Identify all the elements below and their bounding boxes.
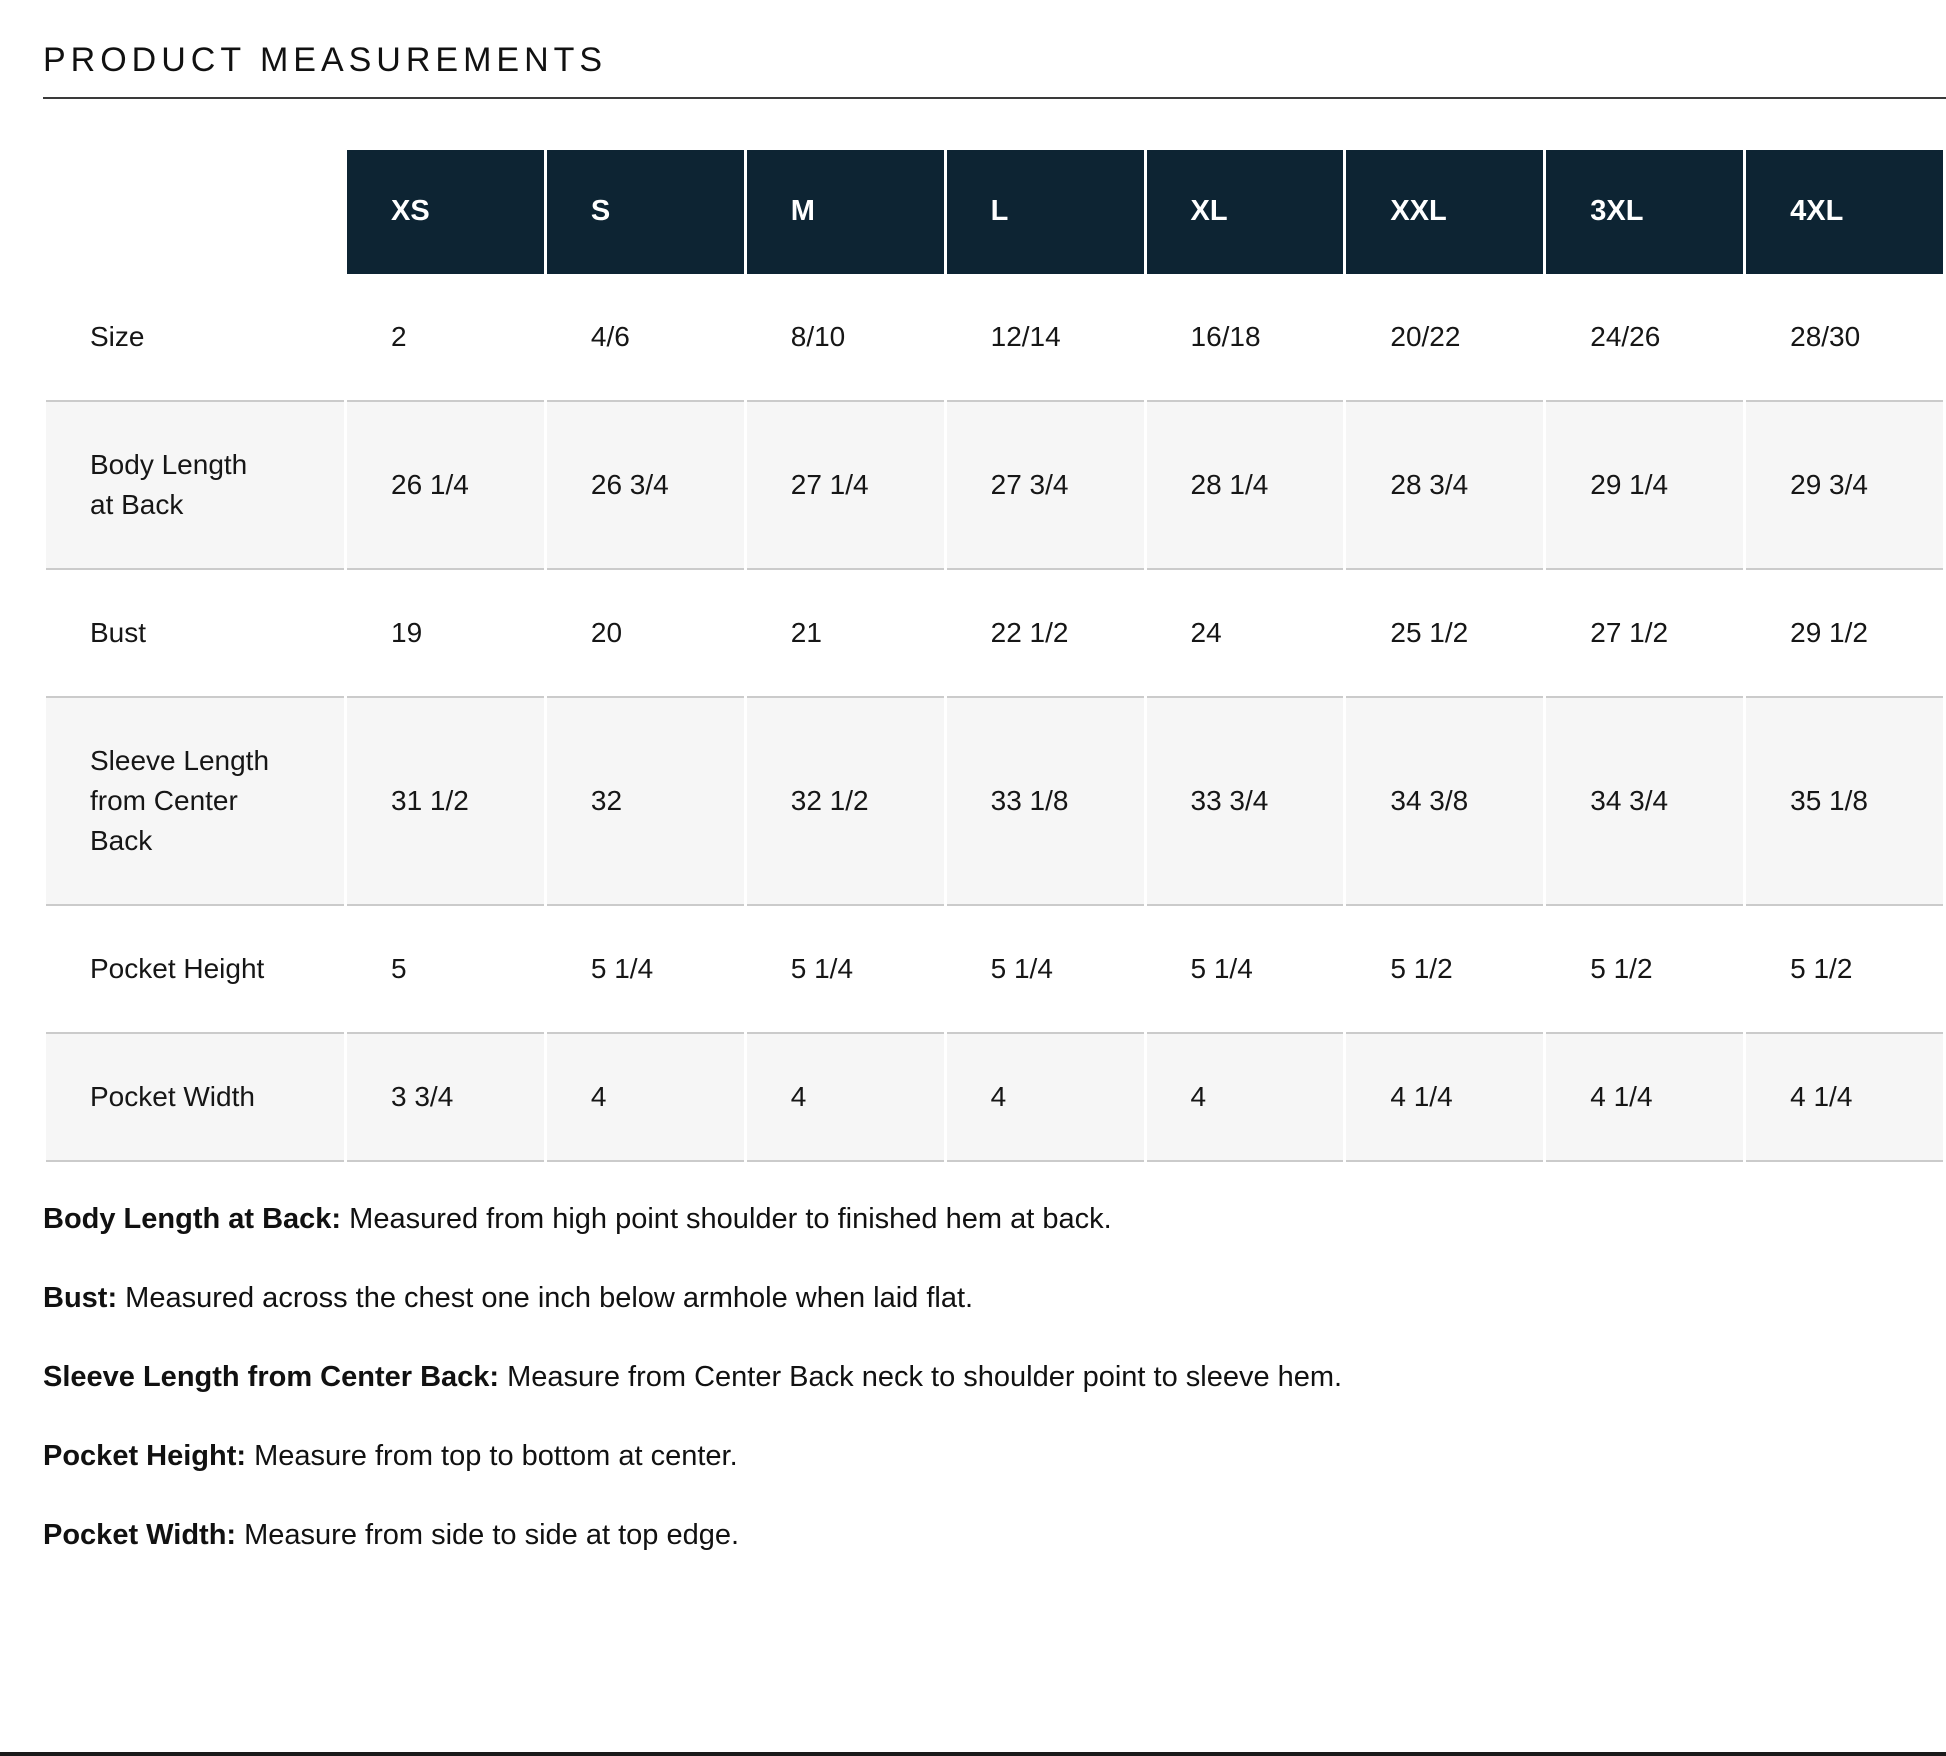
measurements-table-body: Size 2 4/6 8/10 12/14 16/18 20/22 24/26 28/30 Bod… bbox=[46, 274, 1943, 1162]
measurement-definitions: Body Length at Back: Measured from high … bbox=[43, 1202, 1946, 1552]
measurement-row: Bust 19 20 21 22 1/2 24 25 1/2 27 1/2 29 1/2 bbox=[46, 567, 1943, 696]
measurement-cell: 31 1/2 bbox=[347, 695, 544, 904]
measurement-cell: 33 1/8 bbox=[946, 695, 1144, 904]
measurement-cell: 27 1/4 bbox=[746, 399, 944, 568]
definition-item: Body Length at Back: Measured from high … bbox=[43, 1202, 1906, 1236]
measurement-cell: 29 1/2 bbox=[1746, 567, 1943, 696]
definition-term: Body Length at Back: bbox=[43, 1202, 342, 1235]
measurement-cell: 8/10 bbox=[790, 320, 846, 352]
measurement-cell: 32 bbox=[546, 695, 744, 904]
measurement-cell: 33 3/4 bbox=[1146, 695, 1344, 904]
row-label: Sleeve Length from Center Back bbox=[46, 695, 344, 904]
measurement-cell: 34 3/4 bbox=[1546, 695, 1744, 904]
row-label: Pocket Height bbox=[46, 903, 344, 1032]
measurement-cell: 4 bbox=[546, 1031, 744, 1162]
measurement-cell: 5 1/4 bbox=[746, 903, 944, 1032]
column-header-l: L bbox=[946, 149, 1144, 274]
measurement-cell: 4 bbox=[746, 1031, 944, 1162]
column-header-xl: XL bbox=[1146, 149, 1344, 274]
product-measurements-section: PRODUCT MEASUREMENTS XS S M L XL XXL 3XL 4XL Si… bbox=[43, 41, 1946, 1552]
column-header-s: S bbox=[546, 149, 744, 274]
definition-text: Measured from high point shoulder to fin… bbox=[349, 1202, 1112, 1235]
measurement-cell: 25 1/2 bbox=[1346, 567, 1544, 696]
measurement-cell: 35 1/8 bbox=[1746, 695, 1943, 904]
measurement-row: Pocket Width 3 3/4 4 4 4 4 4 1/4 4 1/4 4 1/4 bbox=[46, 1031, 1943, 1162]
measurement-cell: 5 1/2 bbox=[1746, 903, 1943, 1032]
title-rule bbox=[43, 96, 1946, 99]
measurement-cell: 28 3/4 bbox=[1346, 399, 1544, 568]
definition-term: Sleeve Length from Center Back: bbox=[43, 1360, 500, 1393]
column-header-4xl: 4XL bbox=[1746, 149, 1943, 274]
page-title: PRODUCT MEASUREMENTS bbox=[43, 41, 608, 79]
definition-text: Measured across the chest one inch below… bbox=[125, 1281, 974, 1314]
measurements-table-header: XS S M L XL XXL 3XL 4XL bbox=[46, 149, 1943, 274]
definition-item: Sleeve Length from Center Back: Measure … bbox=[43, 1360, 1906, 1394]
measurement-cell: 27 3/4 bbox=[946, 399, 1144, 568]
column-header-row: XS S M L XL XXL 3XL 4XL bbox=[46, 149, 1943, 274]
column-header-m: M bbox=[746, 149, 944, 274]
measurement-cell: 20/22 bbox=[1390, 320, 1461, 352]
measurement-cell: 26 1/4 bbox=[347, 399, 544, 568]
measurement-row: Body Length at Back 26 1/4 26 3/4 27 1/4 27 … bbox=[46, 399, 1943, 568]
row-label: Bust bbox=[46, 567, 344, 696]
measurement-cell: 3 3/4 bbox=[347, 1031, 544, 1162]
measurement-cell: 12/14 bbox=[990, 320, 1061, 352]
measurement-cell: 4 1/4 bbox=[1546, 1031, 1744, 1162]
measurement-cell: 20 bbox=[546, 567, 744, 696]
measurement-cell: 24 bbox=[1146, 567, 1344, 696]
measurement-cell: 32 1/2 bbox=[746, 695, 944, 904]
measurement-cell: 28 1/4 bbox=[1146, 399, 1344, 568]
measurement-cell: 26 3/4 bbox=[546, 399, 744, 568]
measurement-cell: 16/18 bbox=[1190, 320, 1261, 352]
definition-item: Pocket Width: Measure from side to side … bbox=[43, 1518, 1906, 1552]
column-header-3xl: 3XL bbox=[1546, 149, 1744, 274]
measurement-cell: 27 1/2 bbox=[1546, 567, 1744, 696]
table-corner-cell bbox=[46, 149, 344, 274]
measurement-cell: 22 1/2 bbox=[946, 567, 1144, 696]
definition-term: Pocket Width: bbox=[43, 1518, 237, 1551]
definition-text: Measure from top to bottom at center. bbox=[254, 1439, 738, 1472]
measurement-cell: 5 1/4 bbox=[546, 903, 744, 1032]
definition-item: Pocket Height: Measure from top to botto… bbox=[43, 1439, 1906, 1473]
measurement-cell: 21 bbox=[746, 567, 944, 696]
column-header-xs: XS bbox=[347, 149, 544, 274]
measurement-cell: 5 1/2 bbox=[1346, 903, 1544, 1032]
bottom-rule bbox=[0, 1752, 1946, 1756]
measurement-cell: 4 1/4 bbox=[1746, 1031, 1943, 1162]
measurement-row: Sleeve Length from Center Back 31 1/2 32 32… bbox=[46, 695, 1943, 904]
measurement-cell: 24/26 bbox=[1590, 320, 1661, 352]
measurement-cell: 4 bbox=[946, 1031, 1144, 1162]
row-label: Size bbox=[90, 320, 145, 352]
measurement-cell: 29 3/4 bbox=[1746, 399, 1943, 568]
definition-term: Bust: bbox=[43, 1281, 118, 1314]
measurement-cell: 4 1/4 bbox=[1346, 1031, 1544, 1162]
measurement-cell: 5 1/4 bbox=[946, 903, 1144, 1032]
measurement-cell: 5 1/2 bbox=[1546, 903, 1744, 1032]
definition-text: Measure from Center Back neck to shoulde… bbox=[507, 1360, 1343, 1393]
measurement-cell: 29 1/4 bbox=[1546, 399, 1744, 568]
measurement-cell: 5 bbox=[347, 903, 544, 1032]
measurement-cell: 5 1/4 bbox=[1146, 903, 1344, 1032]
measurement-cell: 28/30 bbox=[1790, 320, 1861, 352]
measurement-cell: 4 bbox=[1146, 1031, 1344, 1162]
column-header-xxl: XXL bbox=[1346, 149, 1544, 274]
measurement-cell: 34 3/8 bbox=[1346, 695, 1544, 904]
definition-text: Measure from side to side at top edge. bbox=[244, 1518, 740, 1551]
measurement-cell: 4/6 bbox=[590, 320, 630, 352]
row-label: Body Length at Back bbox=[46, 399, 344, 568]
definition-term: Pocket Height: bbox=[43, 1439, 247, 1472]
measurement-cell: 19 bbox=[347, 567, 544, 696]
definition-item: Bust: Measured across the chest one inch… bbox=[43, 1281, 1906, 1315]
measurement-row: Pocket Height 5 5 1/4 5 1/4 5 1/4 5 1/4 5 1/2 5… bbox=[46, 903, 1943, 1032]
measurements-table: XS S M L XL XXL 3XL 4XL Size 2 4/6 8/10 12/14 16/18 2… bbox=[43, 149, 1946, 1162]
measurement-row: Size 2 4/6 8/10 12/14 16/18 20/22 24/26 28/30 bbox=[46, 274, 1943, 400]
measurement-cell: 2 bbox=[391, 320, 407, 352]
row-label: Pocket Width bbox=[46, 1031, 344, 1162]
